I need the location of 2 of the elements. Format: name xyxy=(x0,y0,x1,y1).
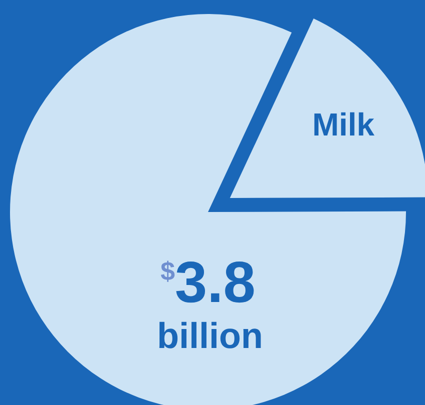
slice-label: Milk xyxy=(312,106,375,142)
text: $3.8 billion xyxy=(157,250,263,356)
